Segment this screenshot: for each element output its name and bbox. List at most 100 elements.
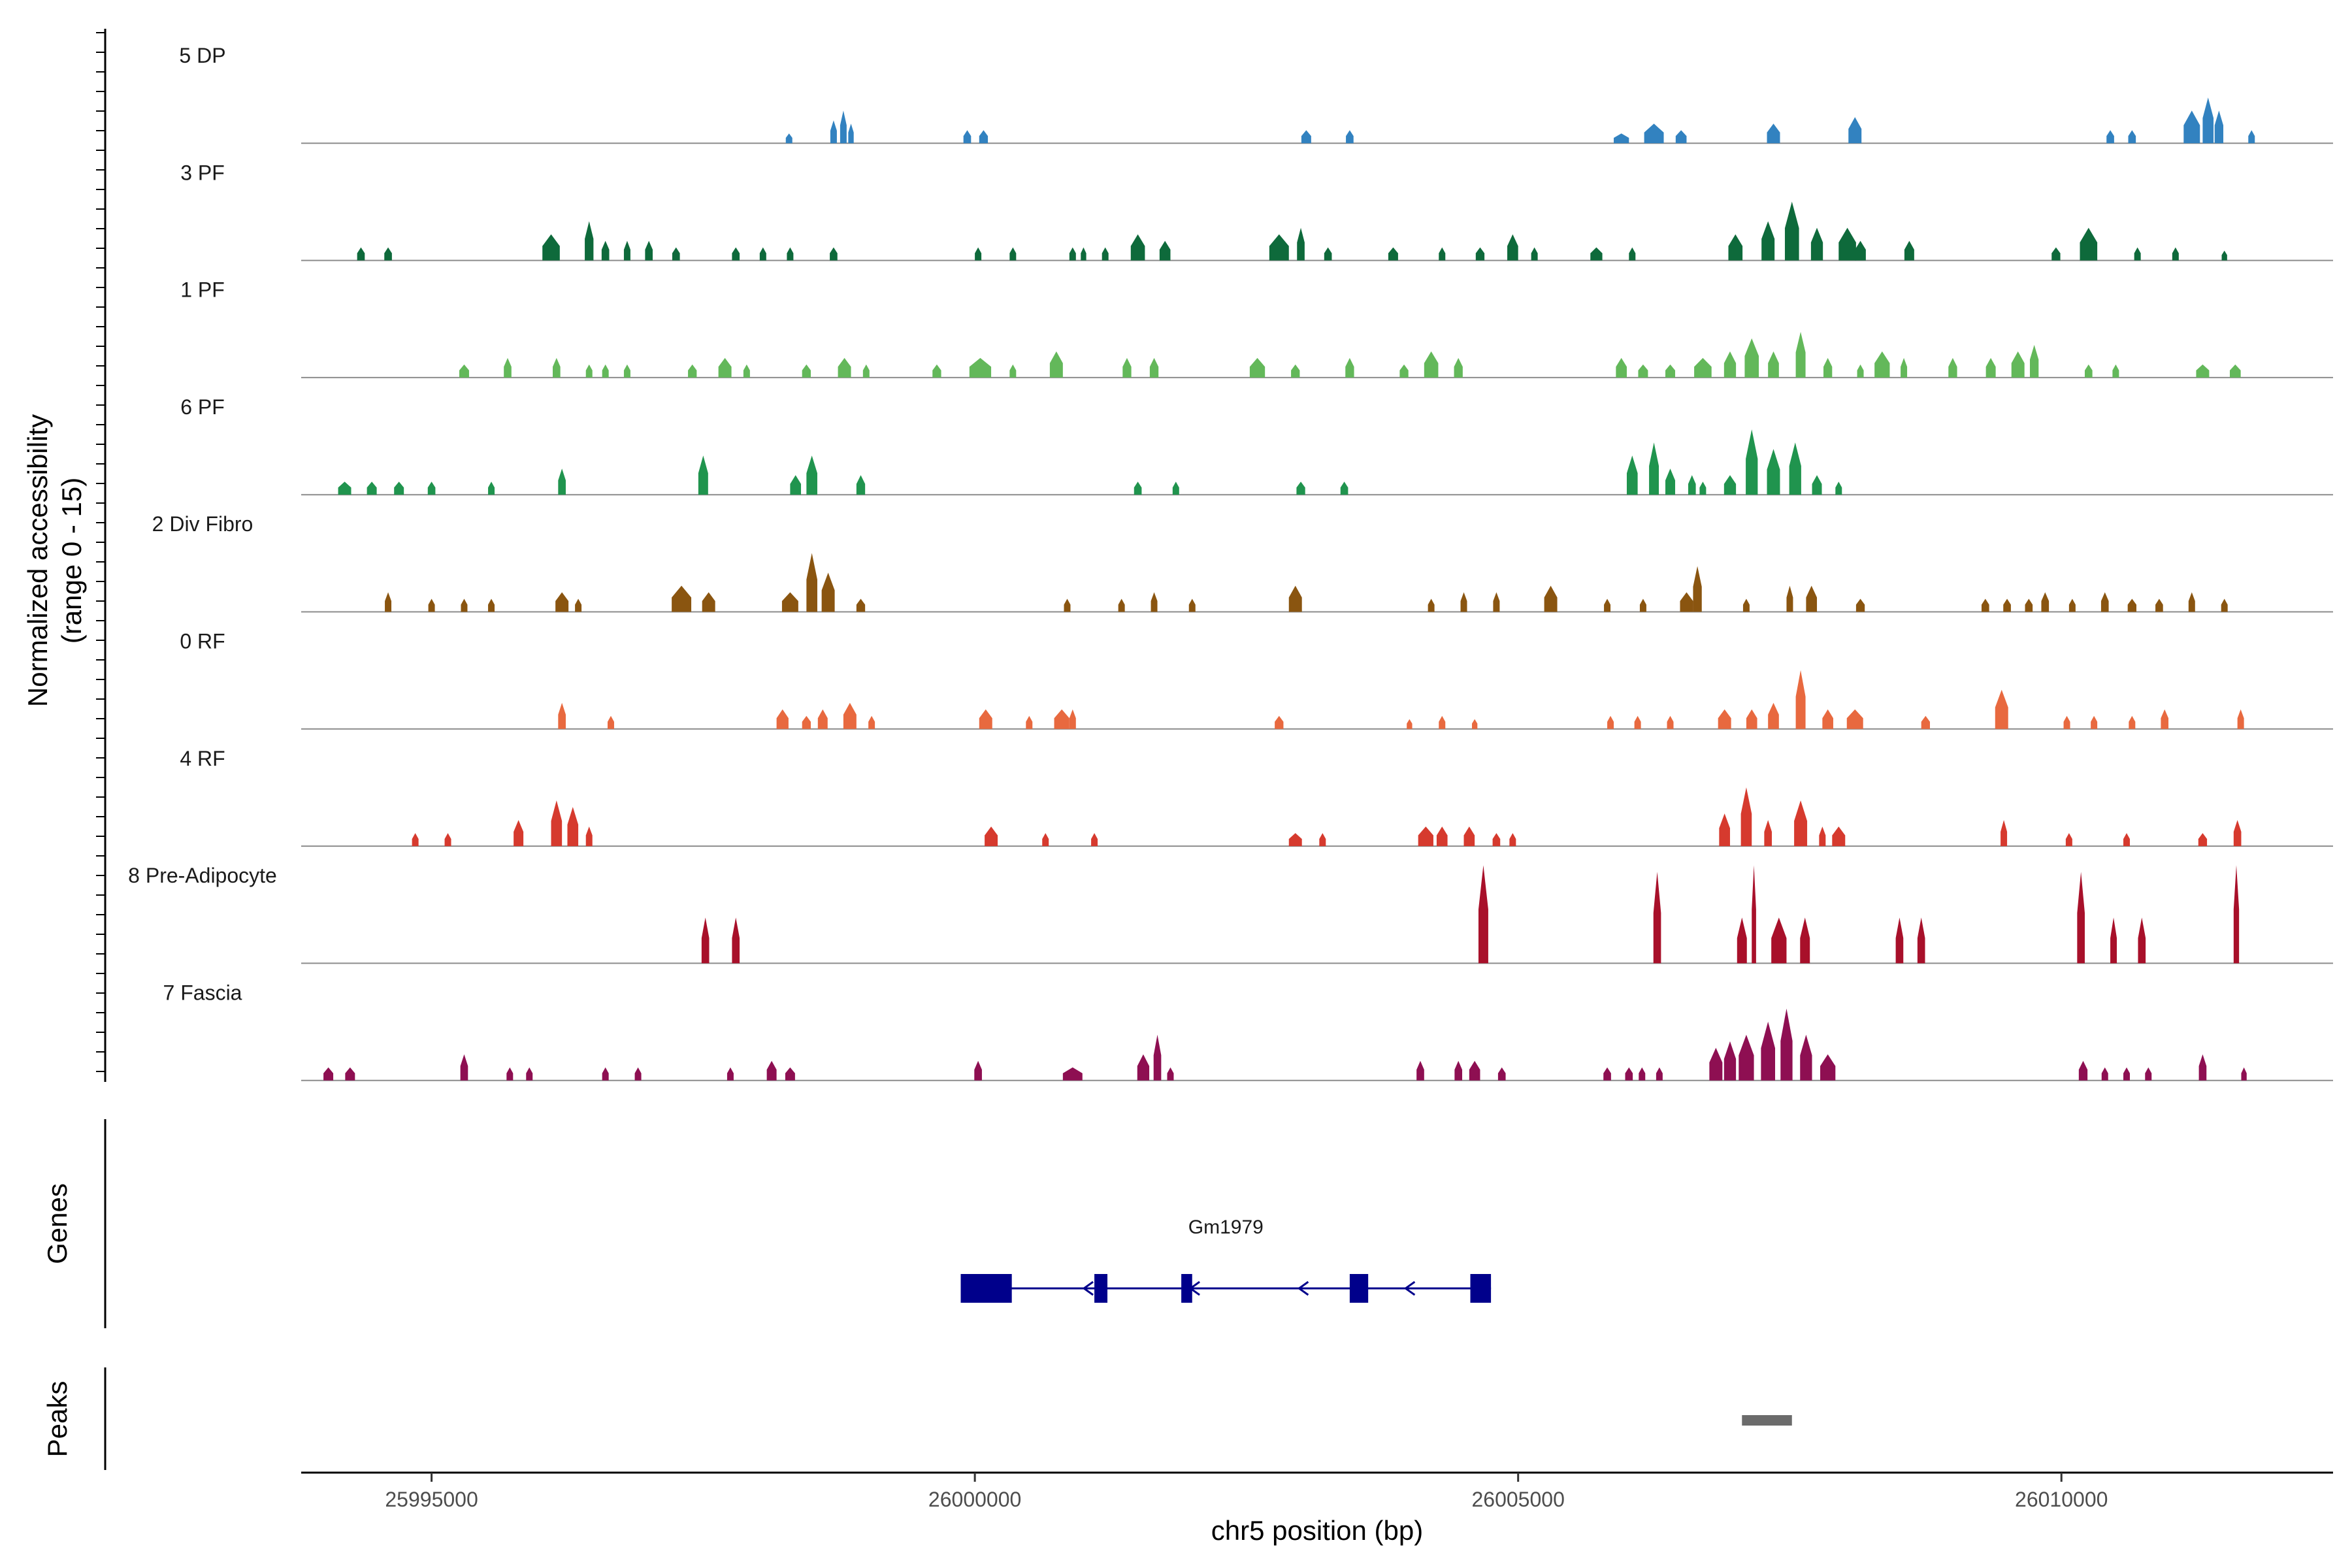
gene-exon <box>960 1274 1012 1303</box>
coverage-peak <box>1399 364 1409 378</box>
strand-arrow <box>1403 1281 1416 1296</box>
coverage-peak <box>1469 1060 1480 1081</box>
coverage-peak <box>1806 585 1818 612</box>
track-3-pf: 3 PF <box>180 161 2333 261</box>
coverage-peak <box>1069 247 1076 261</box>
coverage-peak <box>1740 787 1752 847</box>
coverage-peak <box>1301 130 1311 144</box>
coverage-peak <box>602 1067 609 1081</box>
coverage-peak <box>1767 123 1780 144</box>
coverage-tracks: 5 DP 3 PF 1 PF 6 PF 2 Div Fibro 0 RF 4 RF 8 Pre… <box>128 44 2333 1081</box>
coverage-peak <box>575 598 582 612</box>
coverage-peak <box>2138 917 2146 964</box>
coverage-peak <box>743 364 750 378</box>
coverage-peak <box>1874 351 1890 378</box>
coverage-peak <box>2129 715 2136 729</box>
peak-region-bar <box>1742 1415 1792 1426</box>
coverage-peak <box>585 221 594 261</box>
coverage-peak <box>645 240 653 261</box>
coverage-peak <box>1789 442 1801 495</box>
coverage-peak <box>1780 1008 1793 1081</box>
coverage-peak <box>979 709 992 729</box>
coverage-peak <box>488 598 495 612</box>
coverage-peak <box>862 364 870 378</box>
coverage-peak <box>1064 598 1071 612</box>
coverage-peak <box>2198 833 2208 847</box>
coverage-peak <box>1629 247 1636 261</box>
coverage-peak <box>460 1054 468 1081</box>
coverage-peak <box>428 598 435 612</box>
coverage-peak <box>969 357 992 378</box>
coverage-peak <box>1607 715 1614 729</box>
coverage-peak <box>2041 592 2050 612</box>
coverage-peak <box>1795 331 1806 378</box>
coverage-peak <box>1054 709 1070 729</box>
gene-name-label: Gm1979 <box>1188 1217 1264 1238</box>
coverage-peak <box>2172 247 2179 261</box>
coverage-peak <box>1153 1034 1162 1081</box>
strand-arrow <box>1297 1281 1309 1296</box>
coverage-peak <box>1838 227 1856 261</box>
coverage-peak <box>2025 598 2033 612</box>
coverage-peak <box>623 240 630 261</box>
coverage-peak <box>551 800 563 847</box>
coverage-peak <box>802 715 811 729</box>
coverage-peak <box>558 702 566 729</box>
coverage-peak <box>2100 592 2109 612</box>
coverage-peak <box>1822 709 1833 729</box>
coverage-peak <box>1297 227 1305 261</box>
coverage-peak <box>1188 598 1196 612</box>
coverage-peak <box>1049 351 1063 378</box>
coverage-peak <box>1497 1067 1506 1081</box>
coverage-peak <box>2241 1067 2247 1081</box>
coverage-peak <box>1439 715 1446 729</box>
coverage-peak <box>1665 468 1675 495</box>
coverage-peak <box>461 598 468 612</box>
coverage-peak <box>2233 865 2240 964</box>
coverage-peak <box>2123 1067 2130 1081</box>
coverage-peak <box>1746 709 1757 729</box>
coverage-peak <box>975 247 982 261</box>
coverage-peak <box>856 598 866 612</box>
coverage-peak <box>345 1067 355 1081</box>
coverage-peak <box>1835 482 1842 495</box>
coverage-peak <box>1667 715 1674 729</box>
coverage-peak <box>1795 670 1806 729</box>
track-label: 4 RF <box>180 747 225 770</box>
coverage-peak <box>1614 133 1629 144</box>
coverage-y-axis-ticks <box>96 32 105 1072</box>
track-label: 7 Fascia <box>163 981 242 1004</box>
coverage-peak <box>1786 585 1793 612</box>
coverage-peak <box>1009 364 1017 378</box>
coverage-peak <box>1471 719 1478 729</box>
coverage-peak <box>1848 117 1862 144</box>
coverage-peak <box>2029 344 2039 378</box>
coverage-peak <box>856 475 866 495</box>
coverage-peak <box>1069 709 1076 729</box>
coverage-peak <box>1081 247 1086 261</box>
strand-arrow <box>1082 1281 1094 1296</box>
coverage-peak <box>781 592 798 612</box>
coverage-peak <box>821 572 835 612</box>
coverage-peak <box>979 130 988 144</box>
coverage-peak <box>2051 247 2061 261</box>
coverage-peak <box>932 364 941 378</box>
coverage-peak <box>1460 592 1467 612</box>
coverage-peak <box>2123 833 2130 847</box>
coverage-peak <box>1823 357 1833 378</box>
coverage-peak <box>1855 598 1865 612</box>
coverage-peak <box>558 468 566 495</box>
coverage-peak <box>1625 1067 1633 1081</box>
coverage-peak <box>1324 247 1332 261</box>
coverage-peak <box>1454 357 1463 378</box>
coverage-peak <box>585 826 593 847</box>
coverage-peak <box>1288 585 1302 612</box>
coverage-peak <box>1531 247 1538 261</box>
coverage-peak <box>776 709 789 729</box>
coverage-peak <box>698 455 708 495</box>
coverage-peak <box>2084 364 2093 378</box>
coverage-peak <box>2077 872 2085 964</box>
coverage-peak <box>1921 715 1930 729</box>
coverage-peak <box>394 482 404 495</box>
track-label: 8 Pre-Adipocyte <box>128 864 277 887</box>
